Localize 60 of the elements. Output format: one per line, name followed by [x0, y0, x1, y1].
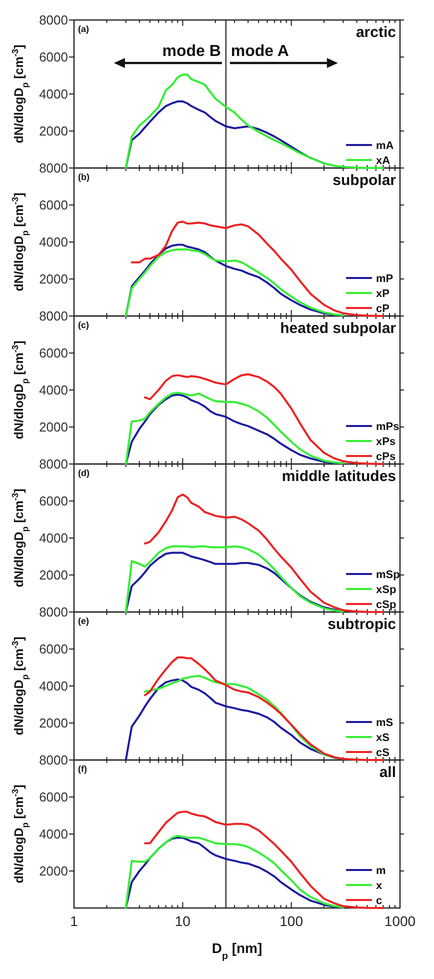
- y-tick-label: 6000: [39, 198, 68, 213]
- y-tick-label: 2000: [39, 272, 68, 287]
- y-tick-label: 8000: [39, 12, 68, 28]
- legend-label: mPs: [376, 420, 400, 433]
- y-tick-label: 6000: [39, 790, 68, 805]
- annotation: (b): [78, 172, 90, 182]
- legend-label: cPs: [376, 450, 396, 463]
- y-tick-label: 2000: [39, 716, 68, 731]
- annotation: mode B: [162, 43, 221, 60]
- y-tick-label: 6000: [39, 346, 68, 361]
- y-tick-label: 8000: [39, 752, 68, 768]
- legend-label: x: [376, 880, 383, 892]
- legend-label: m: [376, 864, 386, 877]
- legend-label: mA: [376, 140, 394, 152]
- y-tick-label: 2000: [39, 568, 68, 583]
- y-tick-label: 4000: [39, 86, 68, 102]
- annotation: (a): [78, 24, 89, 34]
- x-axis-title: D$_{p}$ [nm]: [212, 940, 262, 962]
- legend-label: xPs: [376, 436, 396, 448]
- y-tick-label: 4000: [39, 530, 68, 546]
- legend-label: mSp: [376, 568, 400, 581]
- legend-label: mS: [376, 716, 394, 729]
- chart-title: heated subpolar: [280, 320, 396, 337]
- chart-title: subpolar: [332, 172, 396, 189]
- y-tick-label: 4000: [39, 678, 68, 694]
- annotation: (d): [78, 468, 90, 478]
- legend-label: xSp: [376, 584, 396, 596]
- chart-title: all: [379, 764, 396, 781]
- legend-label: cSp: [376, 598, 396, 611]
- y-tick-label: 8000: [39, 160, 68, 176]
- x-tick-label: 100: [280, 913, 304, 929]
- chart-title: subtropic: [328, 616, 396, 633]
- legend-label: mP: [376, 272, 394, 285]
- y-tick-label: 6000: [39, 642, 68, 657]
- y-tick-label: 6000: [39, 494, 68, 509]
- y-tick-label: 2000: [39, 420, 68, 435]
- legend-label: cS: [376, 746, 390, 759]
- legend-label: c: [376, 894, 382, 907]
- chart-title: arctic: [356, 24, 396, 41]
- annotation: (f): [78, 764, 87, 774]
- chart-title: middle latitudes: [282, 468, 396, 485]
- y-tick-label: 6000: [39, 50, 68, 65]
- y-tick-label: 2000: [39, 864, 68, 879]
- x-tick-label: 1: [70, 913, 78, 929]
- y-tick-label: 2000: [39, 124, 68, 139]
- annotation: (e): [78, 616, 89, 626]
- x-tick-label: 10: [174, 913, 191, 929]
- y-tick-label: 4000: [39, 826, 68, 842]
- annotation: (c): [78, 320, 89, 330]
- legend-label: xP: [376, 288, 390, 300]
- legend-label: xS: [376, 732, 390, 744]
- y-tick-label: 8000: [39, 604, 68, 620]
- y-tick-label: 4000: [39, 382, 68, 398]
- y-tick-label: 8000: [39, 456, 68, 472]
- legend-label: xA: [376, 154, 390, 167]
- legend-label: cP: [376, 302, 390, 315]
- x-tick-label: 1000: [384, 913, 416, 929]
- y-tick-label: 4000: [39, 234, 68, 250]
- y-tick-label: 8000: [39, 308, 68, 324]
- annotation: mode A: [230, 43, 290, 60]
